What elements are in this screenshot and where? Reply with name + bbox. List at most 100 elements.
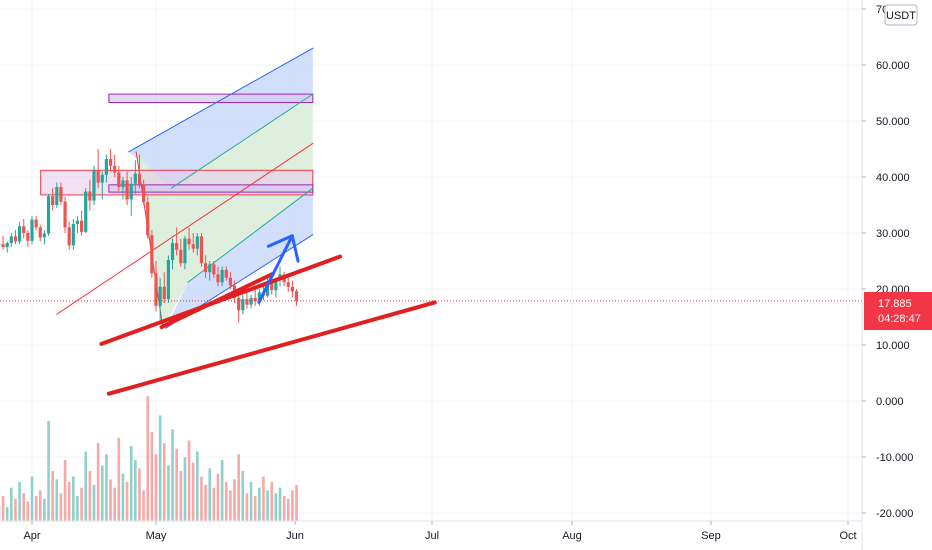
currency-badge[interactable]: USDT [884,4,918,26]
volume-bar [171,429,174,521]
candle-body [158,286,162,306]
volume-bar [80,487,83,521]
candle-body [51,196,55,205]
forecast-arrow-shaft [257,234,294,304]
last-price-value: 17.885 [878,298,912,310]
volume-bar [150,432,154,521]
candle-body [257,292,261,302]
candle-body [183,238,187,264]
volume-bar [295,484,298,521]
candle-body [26,233,30,241]
volume-bar [266,490,269,521]
volume-bar [14,498,17,521]
last-price-badge: 17.885 04:28:47 [864,292,932,330]
volume-bar [286,498,290,521]
candle-body [55,187,59,205]
candle-body [30,219,34,241]
candle-body [34,219,38,228]
time-tick-label: Sep [701,530,721,542]
volume-bar [220,459,224,521]
volume-bar [88,471,92,521]
volume-bar [233,479,236,521]
grid [0,0,862,521]
forecast-arrow-head [290,234,300,263]
volume-bar [179,471,183,521]
volume-bar [105,454,108,521]
price-tick-label: 60.000 [876,60,910,72]
volume-bar [59,493,63,521]
candle-body [100,174,104,183]
currency-label: USDT [886,10,916,22]
volume-bar [158,415,162,521]
price-tick-label: 10.000 [876,340,910,352]
volume-bar [84,451,88,521]
volume-bar [162,443,166,521]
volume-bar [282,496,286,521]
volume-bar [291,490,294,521]
volume-bar [22,493,26,521]
candle-body [191,244,195,249]
volume-bar [249,482,253,521]
candle-body [237,297,241,311]
resistance-zone-purple [108,93,314,104]
candle-body [179,249,183,264]
candle-body [108,159,113,166]
candle-body [59,187,63,202]
candle-body [1,244,5,247]
candle-body [150,235,154,274]
volume-bar [134,459,137,521]
candle-body [294,291,299,301]
candle-body [75,220,80,225]
price-tick-label: 40.000 [876,172,910,184]
volume-bar [142,490,145,521]
pitchfork-handle-fill [136,151,188,329]
candle-body [220,269,224,283]
candle-countdown: 04:28:47 [878,313,921,325]
candle-body [245,299,249,305]
candle-body [18,226,22,242]
volume-bar [183,457,187,521]
candle-body [175,243,179,250]
volume-bar [125,482,129,521]
pitchfork-fills [128,48,313,329]
volume-bar [196,451,199,521]
candle-body [133,173,137,184]
time-tick-label: Jul [425,530,439,542]
volume-bar [47,421,50,521]
candle-body [92,170,96,201]
volume-bar [274,493,278,521]
volume-bar [191,462,195,521]
volume-bar [224,482,228,521]
trendlines[interactable] [99,254,437,396]
volume-bar [100,465,104,521]
candle-body [84,191,88,232]
volume-bar [212,487,216,521]
candle-body [266,281,270,296]
candle-body [199,236,204,264]
candle-body [63,201,67,228]
volume-bar [187,440,191,521]
candle-body [270,281,274,291]
volume-bar [113,487,116,521]
candle-body [96,170,100,183]
candle-body [121,180,125,188]
forecast-arrow[interactable] [257,234,300,304]
volume-bar [245,493,249,521]
time-axis[interactable]: Apr May Jun Jul Aug Sep Oct [23,521,857,542]
candle-body [13,236,18,242]
candle-body [146,202,150,236]
candle-body [67,227,71,246]
price-tick-label: -10.000 [876,452,913,464]
candle-body [170,243,175,260]
volume-bar [229,490,232,521]
volume-bar [55,479,59,521]
candle-body [113,165,117,173]
volume-bar [129,446,133,521]
candle-body [224,269,228,278]
volume-bar [270,482,274,521]
time-tick-label: Jun [286,530,304,542]
price-tick-label: 0.000 [876,396,904,408]
volume-bar [175,448,178,521]
candle-body [286,282,290,287]
